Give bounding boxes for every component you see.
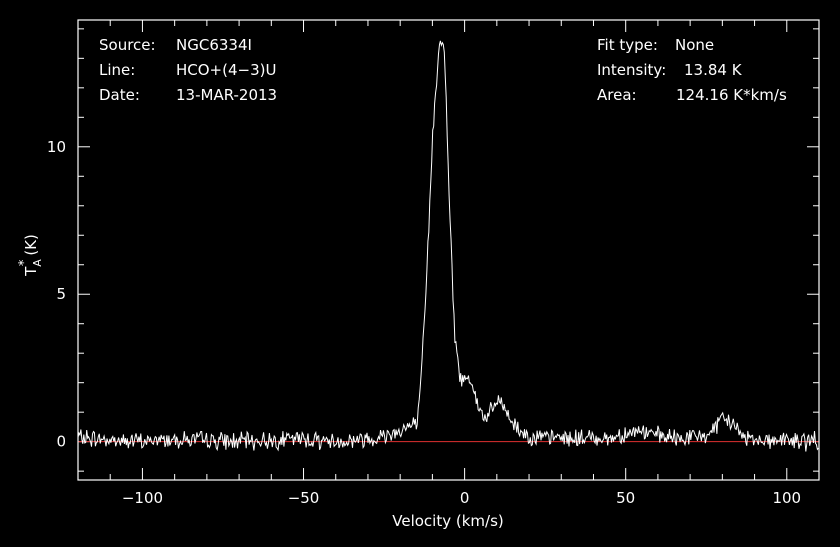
axis-ticks [77,20,820,480]
y-tick-label: 0 [56,433,66,451]
info-fit-type-key: Fit type: [597,36,658,54]
info-line-key: Line: [99,61,135,79]
info-block-right: Fit type: None Intensity: 13.84 K Area: … [597,36,787,104]
info-area-value: 124.16 K*km/s [676,86,787,104]
x-tick-label: −50 [288,489,320,507]
x-tick-label: 50 [616,489,635,507]
x-axis-label: Velocity (km/s) [392,512,503,530]
y-axis-label-unit: (K) [22,234,40,256]
y-axis-label: TA* (K) [17,234,44,277]
plot-frame [77,19,820,481]
y-axis-label-symbol: T [22,266,40,277]
info-line-value: HCO+(4−3)U [176,61,276,79]
y-axis-label-subscript: A [31,259,44,267]
svg-text:TA*(K): TA* (K) [17,234,44,277]
info-source-value: NGC6334I [176,36,252,54]
info-intensity-key: Intensity: [597,61,666,79]
spectrum-series-line [77,40,819,452]
y-tick-label: 5 [56,285,66,303]
x-tick-label: −100 [122,489,163,507]
axis-tick-labels: −100 −50 0 50 100 0 5 10 [47,138,801,507]
info-area-key: Area: [597,86,637,104]
x-tick-label: 0 [460,489,470,507]
y-tick-label: 10 [47,138,66,156]
x-tick-label: 100 [772,489,801,507]
info-intensity-value: 13.84 K [684,61,743,79]
info-block-left: Source: NGC6334I Line: HCO+(4−3)U Date: … [99,36,277,104]
info-source-key: Source: [99,36,156,54]
info-fit-type-value: None [675,36,714,54]
info-date-value: 13-MAR-2013 [176,86,277,104]
info-date-key: Date: [99,86,140,104]
y-axis-label-superscript: * [17,259,32,266]
